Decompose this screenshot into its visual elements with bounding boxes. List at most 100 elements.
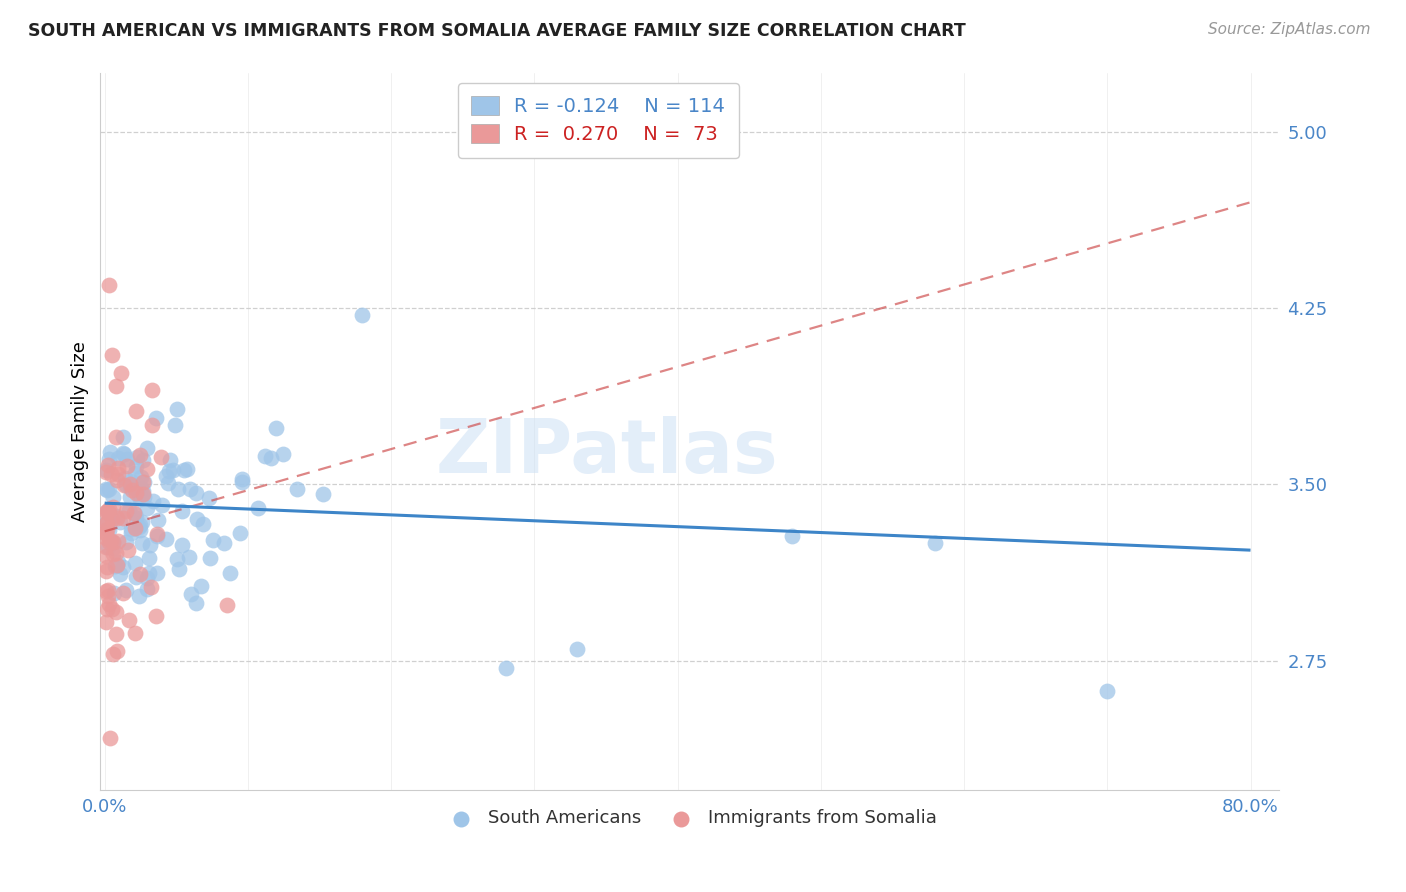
Point — [198, 491, 221, 505]
Point — [105, 605, 128, 619]
Point — [98, 445, 121, 459]
Point — [94, 482, 117, 496]
Point — [172, 503, 194, 517]
Point — [94, 615, 117, 629]
Point — [231, 472, 253, 486]
Point — [190, 579, 212, 593]
Point — [104, 558, 127, 573]
Point — [121, 483, 143, 497]
Point — [120, 522, 142, 536]
Point — [173, 463, 195, 477]
Point — [180, 587, 202, 601]
Point — [117, 458, 139, 473]
Point — [97, 583, 120, 598]
Point — [105, 473, 128, 487]
Point — [129, 489, 152, 503]
Point — [96, 504, 118, 518]
Point — [285, 482, 308, 496]
Point — [159, 452, 181, 467]
Point — [96, 465, 118, 479]
Point — [146, 527, 169, 541]
Point — [108, 567, 131, 582]
Point — [94, 525, 117, 540]
Point — [117, 542, 139, 557]
Point — [100, 731, 122, 746]
Point — [94, 584, 117, 599]
Point — [146, 529, 169, 543]
Point — [125, 510, 148, 524]
Point — [149, 450, 172, 465]
Point — [129, 518, 152, 533]
Point — [105, 378, 128, 392]
Point — [165, 418, 187, 433]
Point — [155, 468, 177, 483]
Point — [96, 483, 118, 498]
Point — [101, 534, 124, 549]
Point — [97, 458, 120, 472]
Point — [94, 527, 117, 541]
Point — [104, 627, 127, 641]
Point — [101, 534, 124, 549]
Point — [105, 546, 128, 560]
Point — [136, 441, 159, 455]
Point — [96, 522, 118, 536]
Legend: South Americans, Immigrants from Somalia: South Americans, Immigrants from Somalia — [436, 802, 943, 835]
Point — [112, 559, 135, 574]
Point — [96, 559, 118, 574]
Point — [96, 516, 118, 530]
Point — [120, 526, 142, 541]
Point — [124, 625, 146, 640]
Point — [97, 589, 120, 603]
Point — [266, 421, 288, 435]
Point — [169, 562, 191, 576]
Point — [129, 481, 152, 495]
Point — [128, 590, 150, 604]
Point — [136, 582, 159, 597]
Point — [97, 277, 120, 292]
Point — [155, 532, 177, 546]
Point — [129, 448, 152, 462]
Point — [97, 482, 120, 496]
Point — [132, 453, 155, 467]
Point — [112, 446, 135, 460]
Point — [150, 498, 173, 512]
Point — [1097, 684, 1119, 698]
Point — [125, 485, 148, 500]
Point — [125, 569, 148, 583]
Point — [94, 549, 117, 563]
Point — [162, 463, 184, 477]
Point — [166, 402, 188, 417]
Point — [129, 492, 152, 507]
Point — [97, 597, 120, 611]
Point — [132, 484, 155, 499]
Point — [132, 475, 155, 489]
Point — [115, 583, 138, 598]
Point — [124, 507, 146, 521]
Point — [145, 410, 167, 425]
Point — [101, 500, 124, 514]
Point — [112, 511, 135, 525]
Point — [148, 513, 170, 527]
Point — [134, 491, 156, 505]
Point — [157, 464, 180, 478]
Point — [103, 586, 125, 600]
Point — [124, 466, 146, 480]
Point — [101, 512, 124, 526]
Point — [495, 661, 517, 675]
Point — [96, 602, 118, 616]
Point — [118, 490, 141, 504]
Point — [97, 540, 120, 554]
Point — [141, 383, 163, 397]
Point — [107, 534, 129, 549]
Point — [567, 641, 589, 656]
Point — [135, 462, 157, 476]
Point — [145, 609, 167, 624]
Point — [107, 467, 129, 482]
Point — [103, 547, 125, 561]
Point — [193, 517, 215, 532]
Point — [156, 475, 179, 490]
Point — [198, 550, 221, 565]
Point — [101, 491, 124, 505]
Point — [96, 505, 118, 519]
Point — [98, 502, 121, 516]
